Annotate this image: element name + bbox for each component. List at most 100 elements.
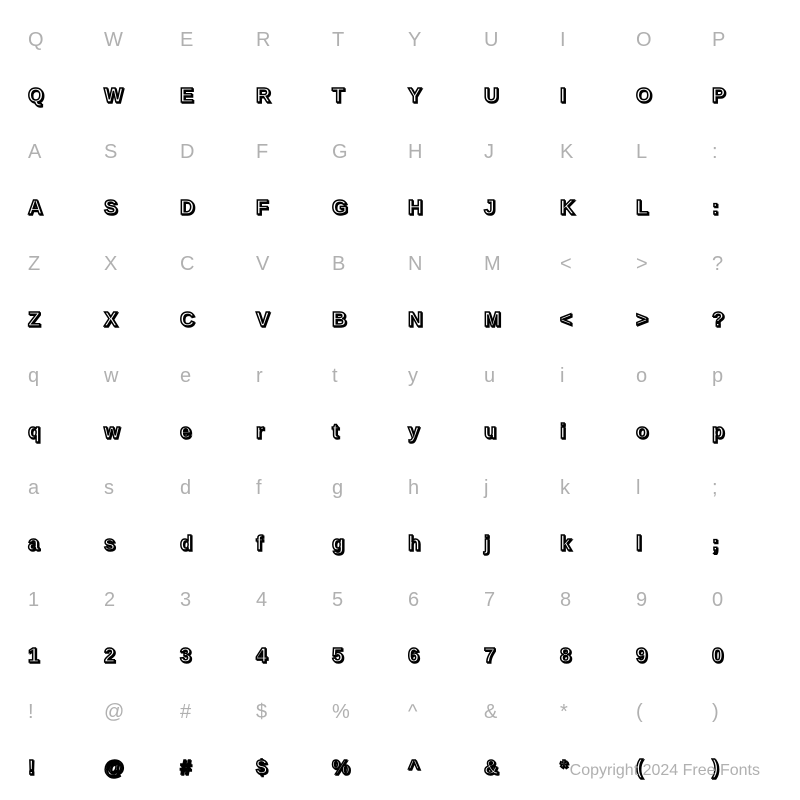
char-glyph: @ [104,757,124,780]
char-glyph-cell: 4 [248,628,324,684]
char-glyph-cell: w [96,404,172,460]
char-label: I [560,29,566,52]
char-glyph: ? [712,309,724,332]
char-glyph-cell: J [476,180,552,236]
char-label-cell: 4 [248,572,324,628]
char-glyph-cell: Q [20,68,96,124]
char-glyph: P [712,85,725,108]
char-label-cell: ( [628,684,704,740]
char-glyph-cell: 2 [96,628,172,684]
char-label: # [180,701,191,724]
char-label: < [560,253,572,276]
char-label: i [560,365,564,388]
char-glyph-cell: K [552,180,628,236]
char-glyph-cell: s [96,516,172,572]
char-label: d [180,477,191,500]
char-glyph: F [256,197,268,220]
char-label-cell: N [400,236,476,292]
char-glyph: d [180,533,192,556]
char-label: 2 [104,589,115,612]
char-label: 0 [712,589,723,612]
char-glyph: l [636,533,642,556]
char-label-cell: a [20,460,96,516]
char-label: l [636,477,640,500]
char-label: 6 [408,589,419,612]
char-label: X [104,253,117,276]
char-glyph: D [180,197,194,220]
char-label: B [332,253,345,276]
char-glyph-cell: X [96,292,172,348]
char-glyph-cell: $ [248,740,324,796]
char-glyph: H [408,197,422,220]
char-glyph-cell: : [704,180,780,236]
char-glyph-cell: 0 [704,628,780,684]
char-glyph: S [104,197,117,220]
char-label-cell: K [552,124,628,180]
char-glyph-cell: @ [96,740,172,796]
char-label: ? [712,253,723,276]
char-glyph: L [636,197,648,220]
char-glyph-cell: Y [400,68,476,124]
char-glyph: B [332,309,346,332]
char-glyph: w [104,421,120,444]
char-glyph-cell: ? [704,292,780,348]
char-label-cell: j [476,460,552,516]
char-label-cell: # [172,684,248,740]
char-label-cell: O [628,12,704,68]
char-label-cell: 0 [704,572,780,628]
char-label-cell: > [628,236,704,292]
char-glyph-cell: p [704,404,780,460]
char-label: u [484,365,495,388]
char-label: y [408,365,418,388]
char-glyph: p [712,421,724,444]
char-label-cell: Q [20,12,96,68]
char-label-cell: < [552,236,628,292]
char-glyph: s [104,533,115,556]
char-glyph: r [256,421,264,444]
char-label: S [104,141,117,164]
char-label: 3 [180,589,191,612]
char-label-cell: l [628,460,704,516]
char-label: 7 [484,589,495,612]
char-label-cell: ^ [400,684,476,740]
char-glyph-cell: F [248,180,324,236]
char-glyph: > [636,309,648,332]
char-glyph: u [484,421,496,444]
char-glyph: G [332,197,348,220]
char-label: U [484,29,498,52]
char-glyph: C [180,309,194,332]
char-label-cell: A [20,124,96,180]
char-label: e [180,365,191,388]
char-glyph-cell: q [20,404,96,460]
char-label: s [104,477,114,500]
char-label: Y [408,29,421,52]
char-label-cell: 3 [172,572,248,628]
char-glyph: 7 [484,645,495,668]
char-glyph-cell: ! [20,740,96,796]
char-label-cell: E [172,12,248,68]
char-glyph: Q [28,85,44,108]
char-label: p [712,365,723,388]
char-label: g [332,477,343,500]
char-glyph-cell: e [172,404,248,460]
char-glyph-cell: O [628,68,704,124]
char-label-cell: J [476,124,552,180]
char-label: q [28,365,39,388]
char-label: @ [104,701,124,724]
char-glyph-cell: t [324,404,400,460]
char-label: T [332,29,344,52]
char-glyph: ; [712,533,719,556]
char-glyph-cell: L [628,180,704,236]
char-label-cell: q [20,348,96,404]
char-glyph: % [332,757,350,780]
char-glyph: 8 [560,645,571,668]
char-label-cell: w [96,348,172,404]
char-glyph-cell: l [628,516,704,572]
char-label-cell: G [324,124,400,180]
char-label: & [484,701,497,724]
char-label-cell: I [552,12,628,68]
char-glyph-cell: 5 [324,628,400,684]
char-glyph: N [408,309,422,332]
char-glyph: T [332,85,344,108]
char-label-cell: 8 [552,572,628,628]
